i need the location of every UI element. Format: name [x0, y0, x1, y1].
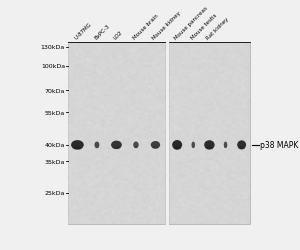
Ellipse shape [238, 147, 245, 150]
Ellipse shape [134, 146, 138, 149]
Ellipse shape [111, 141, 122, 150]
Ellipse shape [237, 141, 246, 150]
Ellipse shape [151, 142, 160, 149]
Ellipse shape [224, 146, 227, 148]
Text: Mouse testis: Mouse testis [190, 13, 218, 41]
Ellipse shape [172, 140, 182, 150]
Text: U-87MG: U-87MG [74, 22, 93, 41]
Ellipse shape [224, 142, 227, 148]
Ellipse shape [112, 147, 121, 150]
Bar [169, 43, 250, 224]
Text: Mouse pancreas: Mouse pancreas [174, 6, 209, 41]
Ellipse shape [206, 147, 213, 150]
Text: Rat kidney: Rat kidney [206, 16, 230, 41]
Text: BxPC-3: BxPC-3 [93, 24, 111, 41]
Text: 130kDa: 130kDa [41, 45, 65, 50]
Text: 40kDa: 40kDa [45, 143, 65, 148]
Ellipse shape [133, 142, 139, 148]
Ellipse shape [204, 141, 214, 150]
Ellipse shape [71, 140, 84, 150]
Text: p38 MAPK: p38 MAPK [260, 141, 298, 150]
Ellipse shape [191, 142, 195, 148]
Text: LO2: LO2 [113, 30, 124, 41]
Text: 70kDa: 70kDa [45, 88, 65, 93]
Ellipse shape [173, 147, 181, 150]
Text: Mouse brain: Mouse brain [132, 14, 160, 41]
Ellipse shape [73, 147, 82, 150]
Text: Mouse kidney: Mouse kidney [152, 10, 182, 41]
Text: 55kDa: 55kDa [45, 110, 65, 115]
Bar [68, 43, 165, 224]
Ellipse shape [152, 146, 159, 149]
Ellipse shape [192, 146, 195, 148]
Text: 25kDa: 25kDa [45, 190, 65, 195]
Ellipse shape [94, 142, 99, 148]
Text: 35kDa: 35kDa [45, 159, 65, 164]
Text: 100kDa: 100kDa [41, 64, 65, 69]
Ellipse shape [95, 146, 99, 149]
